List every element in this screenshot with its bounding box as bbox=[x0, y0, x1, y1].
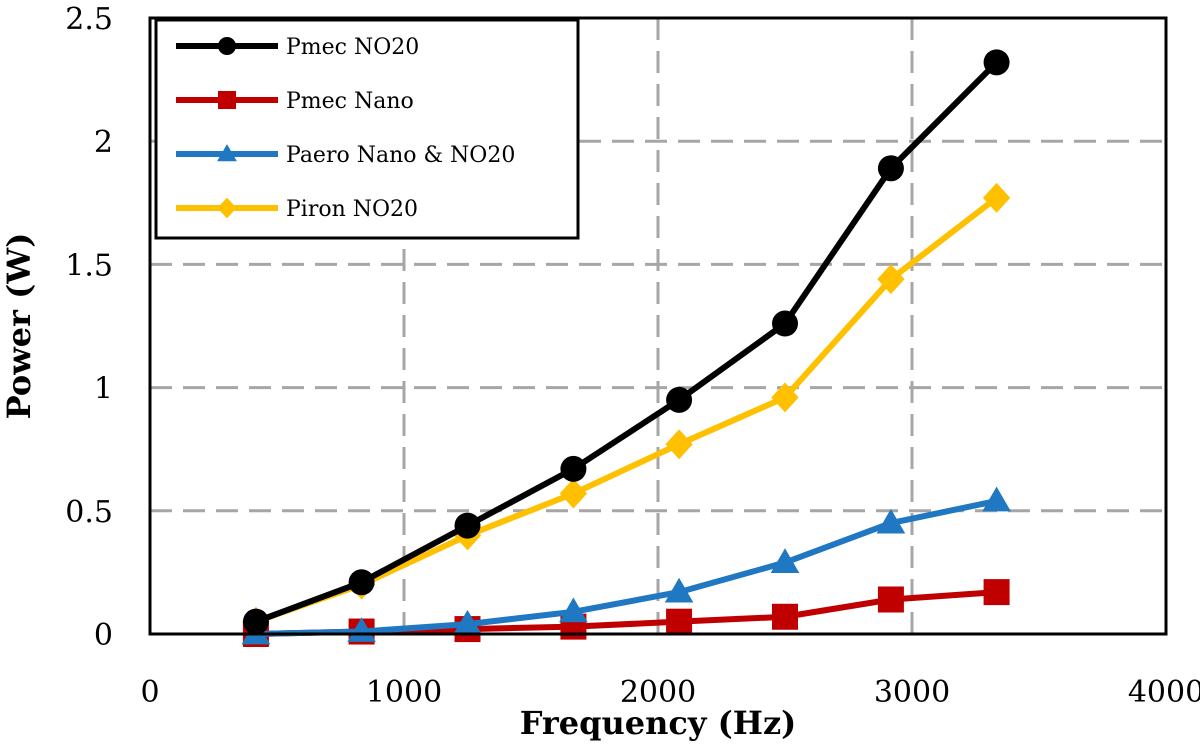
legend-item: Paero Nano & NO20 bbox=[176, 143, 515, 168]
series-line bbox=[254, 60, 999, 625]
legend-item: Piron NO20 bbox=[176, 197, 418, 222]
x-axis-title: Frequency (Hz) bbox=[520, 704, 797, 742]
series-line bbox=[254, 195, 999, 625]
data-point bbox=[772, 310, 798, 337]
x-tick-label: 3000 bbox=[874, 675, 950, 710]
data-point bbox=[559, 478, 588, 509]
data-point bbox=[347, 617, 376, 642]
legend-label: Pmec NO20 bbox=[286, 35, 419, 60]
legend-item: Pmec NO20 bbox=[176, 35, 419, 60]
series-piron-no20 bbox=[242, 182, 1011, 637]
legend-marker bbox=[218, 37, 236, 55]
x-tick-labels: 0 1000 2000 3000 4000 bbox=[140, 675, 1200, 710]
data-point bbox=[771, 382, 799, 413]
data-point bbox=[772, 603, 798, 630]
legend: Pmec NO20 Pmec Nano Paero Nano & NO20 Piron… bbox=[154, 18, 580, 240]
data-point bbox=[665, 429, 693, 460]
data-point bbox=[666, 608, 693, 635]
data-point bbox=[982, 182, 1011, 213]
legend-marker bbox=[217, 197, 237, 219]
y-axis-title: Power (W) bbox=[0, 233, 38, 420]
y-tick-label: 0.5 bbox=[65, 495, 113, 530]
legend-marker bbox=[218, 91, 236, 109]
x-tick-label: 4000 bbox=[1128, 675, 1200, 710]
data-point bbox=[876, 508, 906, 534]
legend-item: Pmec Nano bbox=[176, 89, 414, 114]
data-point bbox=[982, 486, 1011, 512]
legend-marker bbox=[217, 144, 237, 162]
data-point bbox=[242, 608, 269, 635]
y-tick-label: 1.5 bbox=[65, 248, 113, 283]
legend-label: Paero Nano & NO20 bbox=[286, 143, 515, 168]
series-pmec-no20 bbox=[242, 49, 1010, 635]
plot-frame bbox=[148, 16, 1168, 636]
y-tick-label: 2 bbox=[94, 125, 113, 160]
data-point bbox=[877, 264, 905, 295]
y-tick-label: 0 bbox=[94, 618, 113, 653]
data-point bbox=[454, 512, 481, 539]
data-point bbox=[770, 548, 800, 573]
legend-label: Pmec Nano bbox=[286, 89, 414, 114]
data-point bbox=[560, 455, 587, 482]
x-tick-label: 0 bbox=[140, 675, 159, 710]
series-layer bbox=[241, 49, 1011, 647]
data-point bbox=[559, 597, 588, 623]
data-point bbox=[664, 577, 694, 603]
y-tick-label: 1 bbox=[94, 372, 113, 407]
data-point bbox=[877, 586, 904, 613]
data-point bbox=[453, 609, 482, 635]
series-paero-nano-no20 bbox=[241, 486, 1011, 645]
series-line bbox=[255, 498, 998, 637]
data-point bbox=[666, 386, 693, 413]
data-point bbox=[348, 569, 375, 596]
data-point bbox=[983, 49, 1010, 76]
y-tick-label: 2.5 bbox=[65, 2, 113, 37]
data-point bbox=[877, 155, 904, 182]
y-tick-labels: 0 0.5 1 1.5 2 2.5 bbox=[65, 2, 113, 653]
data-point bbox=[983, 579, 1010, 606]
x-tick-label: 2000 bbox=[620, 675, 696, 710]
x-tick-label: 1000 bbox=[366, 675, 442, 710]
legend-label: Piron NO20 bbox=[286, 197, 418, 222]
